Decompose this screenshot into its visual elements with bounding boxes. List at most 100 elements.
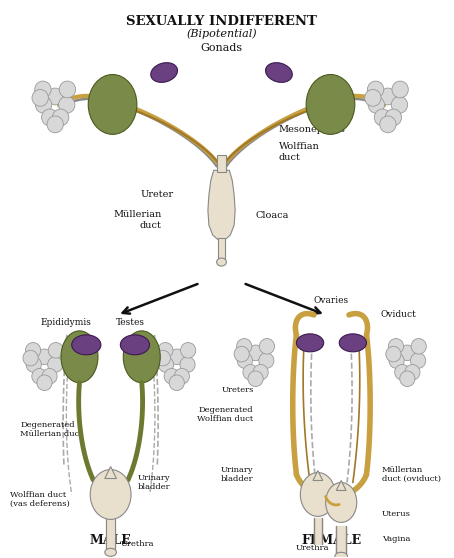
- Circle shape: [237, 353, 252, 368]
- Circle shape: [32, 368, 47, 384]
- Text: Cloaca: Cloaca: [256, 211, 289, 220]
- Text: Gonads: Gonads: [201, 42, 242, 52]
- Circle shape: [181, 343, 196, 358]
- Text: SEXUALLY INDIFFERENT: SEXUALLY INDIFFERENT: [126, 15, 317, 28]
- Circle shape: [42, 368, 57, 384]
- Circle shape: [259, 353, 274, 368]
- Circle shape: [53, 109, 69, 126]
- Circle shape: [42, 109, 58, 126]
- Circle shape: [47, 88, 64, 105]
- Circle shape: [169, 349, 184, 364]
- Text: Urethra: Urethra: [120, 540, 154, 549]
- Circle shape: [368, 97, 385, 113]
- Text: Vagina: Vagina: [382, 535, 410, 543]
- Text: Uterus: Uterus: [382, 511, 411, 518]
- Text: Urethra: Urethra: [295, 544, 329, 552]
- Circle shape: [388, 339, 404, 354]
- Circle shape: [37, 375, 52, 391]
- Text: FEMALE: FEMALE: [301, 535, 361, 547]
- Text: Epididymis: Epididymis: [40, 318, 91, 327]
- Circle shape: [374, 109, 390, 126]
- Circle shape: [405, 364, 420, 380]
- Circle shape: [234, 347, 249, 362]
- Text: Ovaries: Ovaries: [314, 296, 349, 305]
- Ellipse shape: [306, 75, 355, 134]
- Circle shape: [158, 357, 173, 372]
- Ellipse shape: [266, 62, 292, 83]
- Circle shape: [380, 116, 396, 133]
- Circle shape: [32, 89, 49, 106]
- Ellipse shape: [339, 334, 366, 352]
- Circle shape: [392, 81, 408, 98]
- Text: (Bipotential): (Bipotential): [186, 28, 257, 39]
- Ellipse shape: [88, 75, 137, 134]
- Ellipse shape: [105, 549, 117, 556]
- Polygon shape: [313, 470, 323, 480]
- Circle shape: [391, 97, 408, 113]
- Circle shape: [47, 116, 64, 133]
- Text: Wolffian
duct: Wolffian duct: [279, 142, 320, 162]
- Circle shape: [389, 353, 404, 368]
- Polygon shape: [217, 238, 226, 260]
- Circle shape: [411, 339, 426, 354]
- Circle shape: [164, 368, 179, 384]
- Circle shape: [386, 347, 401, 362]
- Circle shape: [243, 364, 258, 380]
- Text: Testes: Testes: [115, 318, 144, 327]
- Ellipse shape: [335, 552, 347, 558]
- Ellipse shape: [217, 258, 227, 266]
- Circle shape: [385, 109, 401, 126]
- Circle shape: [37, 349, 52, 364]
- Circle shape: [367, 81, 384, 98]
- Polygon shape: [208, 170, 235, 240]
- Polygon shape: [336, 480, 346, 490]
- Text: Mesonephros: Mesonephros: [279, 126, 346, 134]
- Ellipse shape: [326, 483, 357, 522]
- Polygon shape: [105, 466, 117, 479]
- Ellipse shape: [296, 334, 324, 352]
- Circle shape: [26, 357, 41, 372]
- Text: Degenerated
Wolffian duct: Degenerated Wolffian duct: [197, 406, 254, 424]
- Ellipse shape: [120, 335, 149, 355]
- Ellipse shape: [72, 335, 101, 355]
- Text: Ureters: Ureters: [221, 386, 254, 394]
- Circle shape: [158, 343, 173, 358]
- Circle shape: [237, 339, 252, 354]
- Circle shape: [248, 345, 263, 360]
- Circle shape: [180, 357, 195, 372]
- Text: MALE: MALE: [90, 535, 132, 547]
- Ellipse shape: [61, 331, 98, 383]
- Ellipse shape: [151, 62, 178, 83]
- Circle shape: [365, 89, 381, 106]
- Circle shape: [25, 343, 41, 358]
- Ellipse shape: [90, 469, 131, 519]
- Circle shape: [35, 81, 51, 98]
- Text: Urinary
bladder: Urinary bladder: [138, 474, 171, 491]
- Text: Müllerian
duct (oviduct): Müllerian duct (oviduct): [382, 466, 441, 483]
- Circle shape: [248, 371, 263, 387]
- Circle shape: [410, 353, 426, 368]
- Circle shape: [155, 350, 170, 366]
- Circle shape: [59, 97, 75, 113]
- Circle shape: [169, 375, 184, 391]
- Ellipse shape: [123, 331, 160, 383]
- Circle shape: [400, 345, 415, 360]
- Ellipse shape: [301, 473, 336, 516]
- Polygon shape: [217, 155, 227, 172]
- Text: Urinary
bladder: Urinary bladder: [221, 466, 254, 483]
- Text: Ureter: Ureter: [141, 190, 174, 199]
- Text: Müllerian
duct: Müllerian duct: [113, 210, 161, 229]
- Circle shape: [253, 364, 268, 380]
- Circle shape: [395, 364, 410, 380]
- Circle shape: [23, 350, 38, 366]
- Text: Wolffian duct
(vas deferens): Wolffian duct (vas deferens): [10, 491, 70, 508]
- Circle shape: [35, 97, 52, 113]
- Text: Oviduct: Oviduct: [380, 310, 416, 319]
- Circle shape: [48, 343, 64, 358]
- Circle shape: [380, 88, 396, 105]
- Circle shape: [48, 357, 63, 372]
- Circle shape: [174, 368, 189, 384]
- Circle shape: [59, 81, 76, 98]
- Circle shape: [259, 339, 275, 354]
- Text: Degenerated
Müllerian duct: Degenerated Müllerian duct: [20, 421, 83, 438]
